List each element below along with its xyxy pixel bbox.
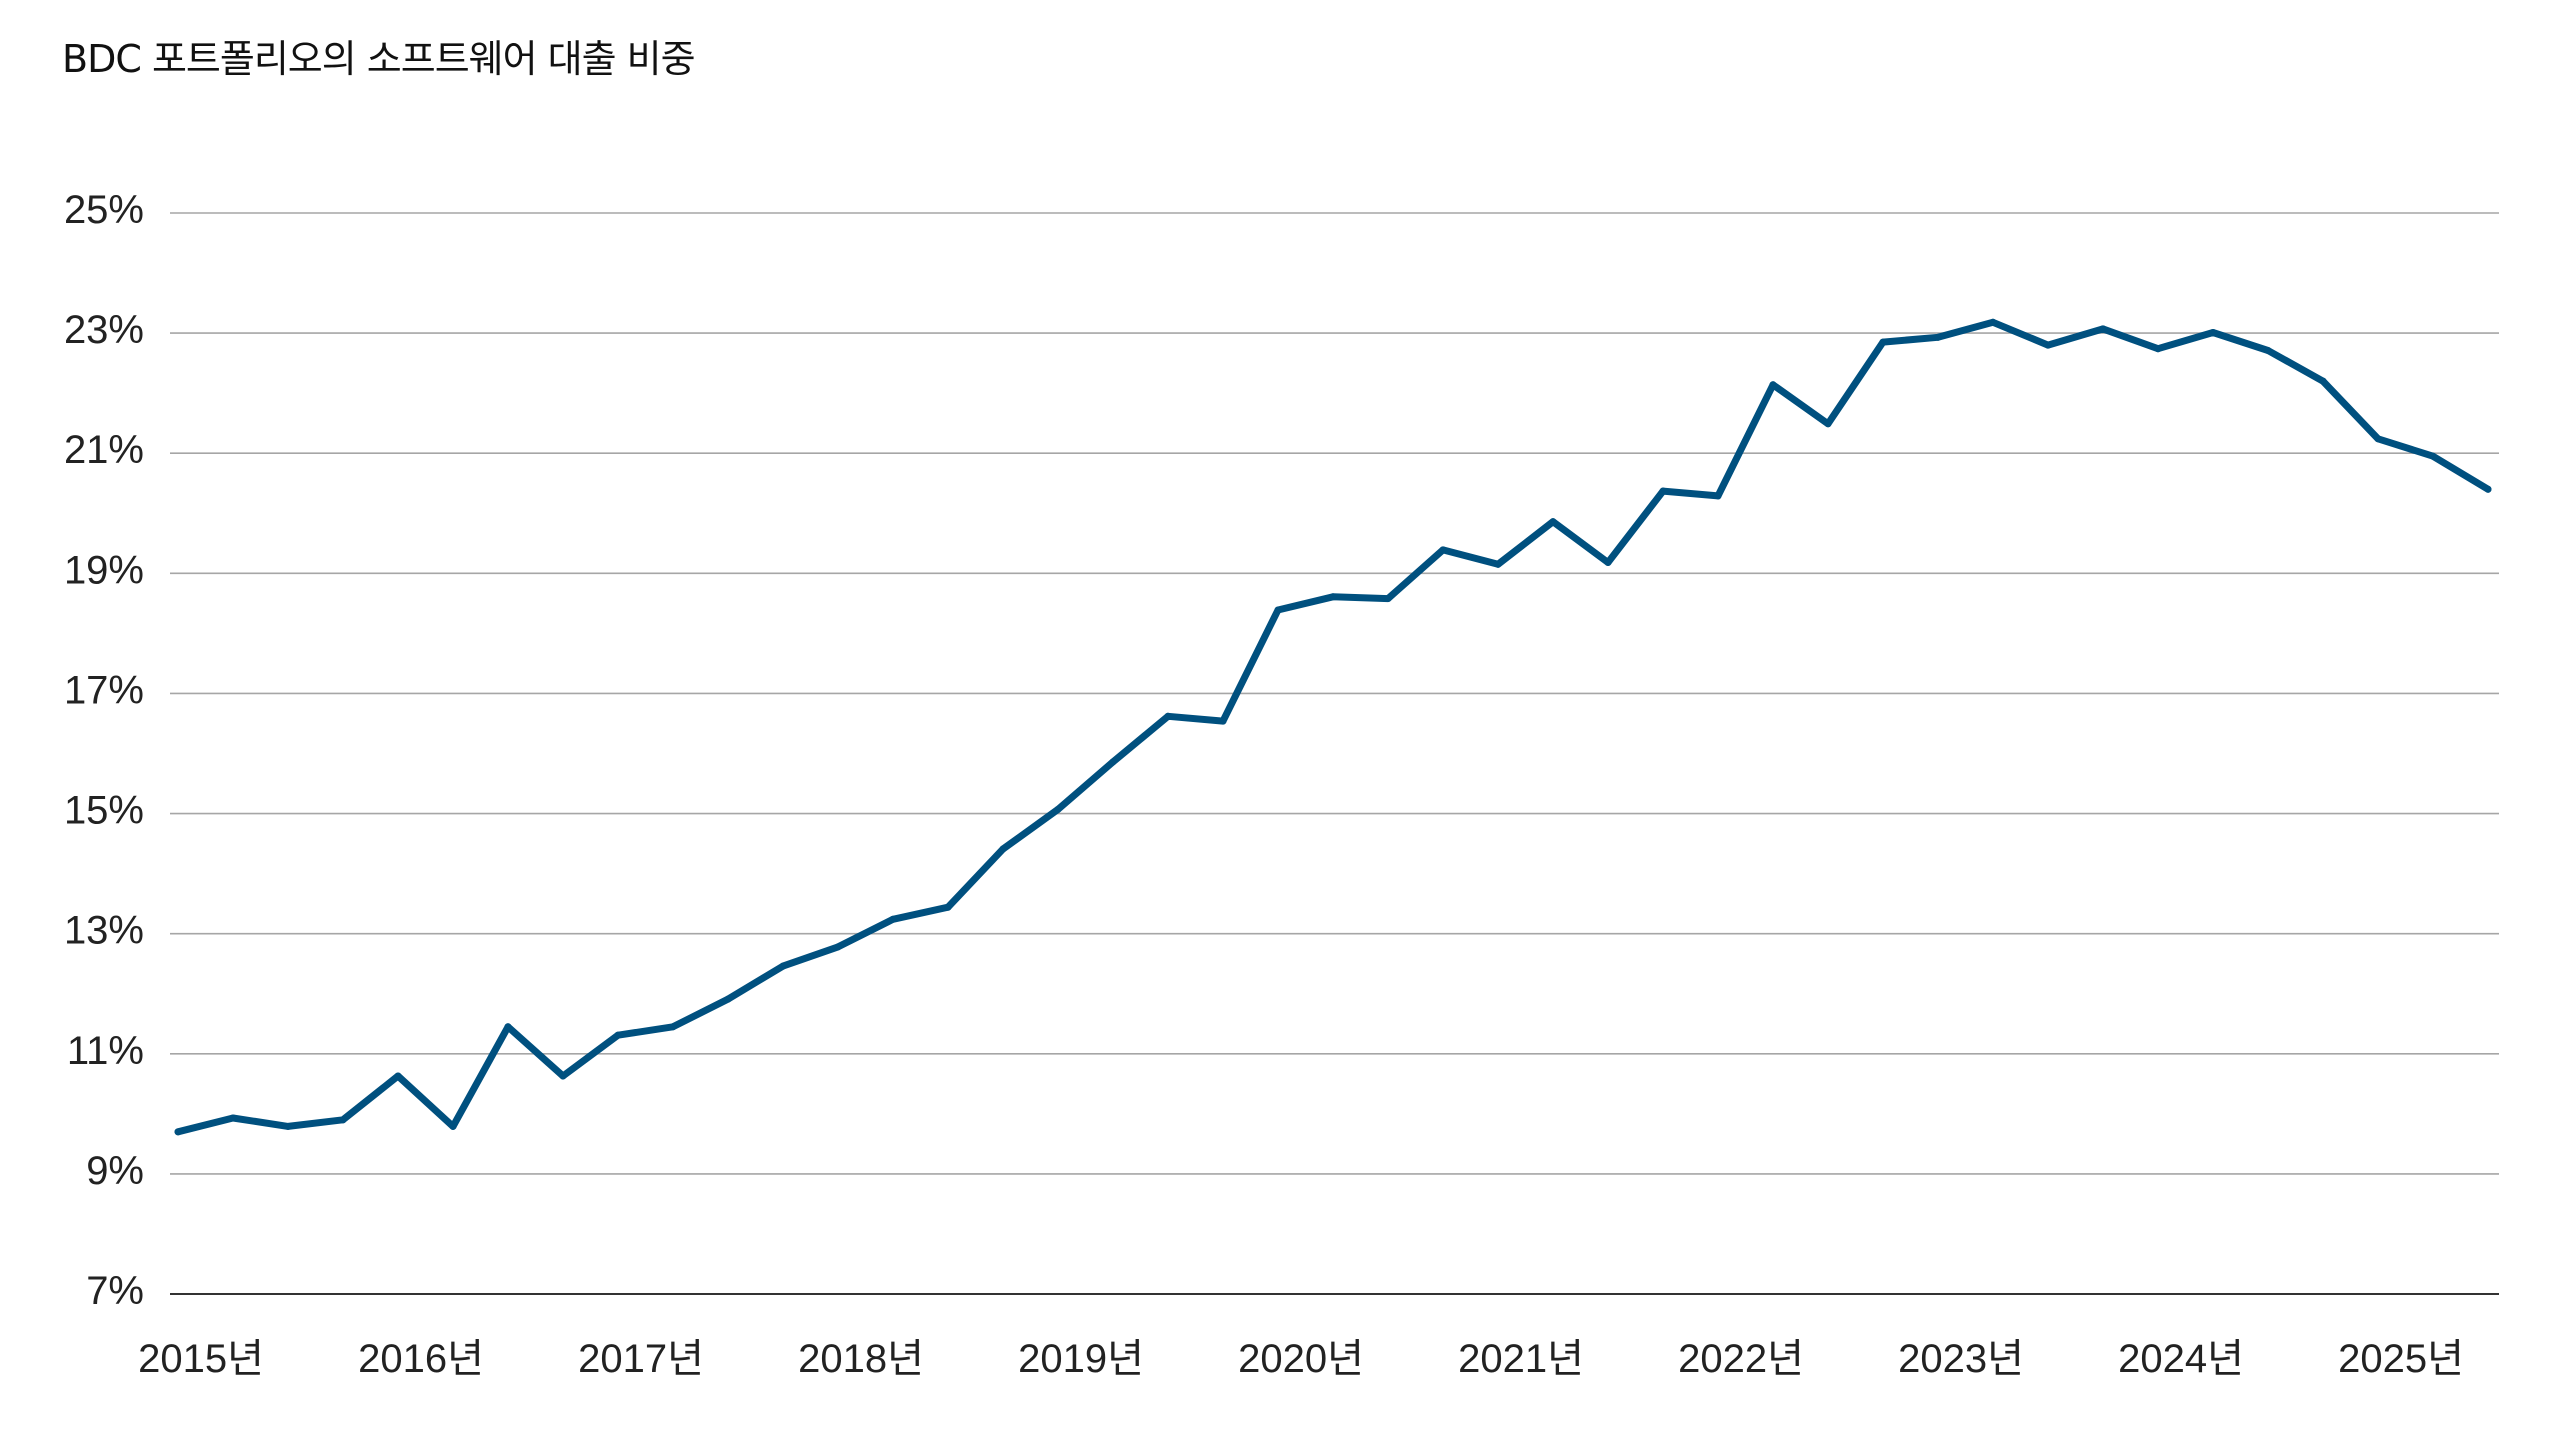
data-point	[1274, 606, 1282, 614]
data-point	[2374, 435, 2382, 443]
x-tick-label: 2025년	[2338, 1337, 2464, 1381]
x-tick-label: 2018년	[798, 1337, 924, 1381]
data-point	[999, 845, 1007, 853]
data-point	[724, 995, 732, 1003]
data-point	[1439, 546, 1447, 554]
y-tick-label: 19%	[64, 548, 144, 592]
data-point	[2264, 347, 2272, 355]
x-tick-label: 2021년	[1458, 1337, 1584, 1381]
gridlines	[170, 212, 2499, 1295]
data-point	[1659, 487, 1667, 495]
data-point	[1494, 560, 1502, 568]
data-point	[449, 1122, 457, 1130]
data-point	[1054, 805, 1062, 813]
data-point	[2099, 325, 2107, 333]
data-point	[1549, 518, 1557, 526]
data-point	[1604, 559, 1612, 567]
data-point	[284, 1122, 292, 1130]
data-point	[889, 915, 897, 923]
data-point	[1769, 381, 1777, 389]
data-point	[2319, 377, 2327, 385]
data-point	[2044, 341, 2052, 349]
x-axis-ticks: 2015년 2016년 2017년 2018년 2019년 2020년 2021년 2022년…	[138, 1337, 2464, 1381]
data-point	[2429, 452, 2437, 460]
x-tick-label: 2020년	[1238, 1337, 1364, 1381]
data-point	[1164, 712, 1172, 720]
x-tick-label: 2016년	[358, 1337, 484, 1381]
chart-title: BDC 포트폴리오의 소프트웨어 대출 비중	[62, 37, 696, 81]
y-tick-label: 9%	[86, 1149, 144, 1193]
data-point	[1989, 318, 1997, 326]
y-tick-label: 15%	[64, 789, 144, 833]
y-tick-label: 7%	[86, 1269, 144, 1313]
y-tick-label: 25%	[64, 188, 144, 232]
series-layer	[174, 318, 2492, 1136]
data-point	[394, 1072, 402, 1080]
data-point	[779, 962, 787, 970]
data-point	[614, 1031, 622, 1039]
x-tick-label: 2023년	[1898, 1337, 2024, 1381]
x-tick-label: 2024년	[2118, 1337, 2244, 1381]
data-point	[229, 1114, 237, 1122]
x-tick-label: 2017년	[578, 1337, 704, 1381]
data-point	[174, 1128, 182, 1136]
data-point	[2209, 329, 2217, 337]
data-point	[2154, 345, 2162, 353]
data-point	[1714, 492, 1722, 500]
y-tick-label: 11%	[67, 1029, 144, 1073]
data-point	[1879, 338, 1887, 346]
data-point	[944, 903, 952, 911]
y-axis-ticks: 25% 23% 21% 19% 17% 15% 13% 11% 9% 7%	[64, 188, 144, 1313]
data-point	[504, 1023, 512, 1031]
x-tick-label: 2022년	[1678, 1337, 1804, 1381]
series-line	[174, 318, 2492, 1136]
data-point	[834, 943, 842, 951]
x-tick-label: 2015년	[138, 1337, 264, 1381]
data-point	[2484, 485, 2492, 493]
y-tick-label: 21%	[64, 428, 144, 472]
data-point	[1219, 717, 1227, 725]
y-tick-label: 17%	[64, 668, 144, 712]
data-point	[339, 1116, 347, 1124]
data-point	[1384, 595, 1392, 603]
data-point	[1329, 593, 1337, 601]
x-tick-label: 2019년	[1018, 1337, 1144, 1381]
y-tick-label: 13%	[64, 909, 144, 953]
data-point	[1934, 333, 1942, 341]
data-point	[1824, 420, 1832, 428]
data-point	[669, 1023, 677, 1031]
data-point	[1109, 758, 1117, 766]
data-point	[559, 1072, 567, 1080]
y-tick-label: 23%	[64, 308, 144, 352]
